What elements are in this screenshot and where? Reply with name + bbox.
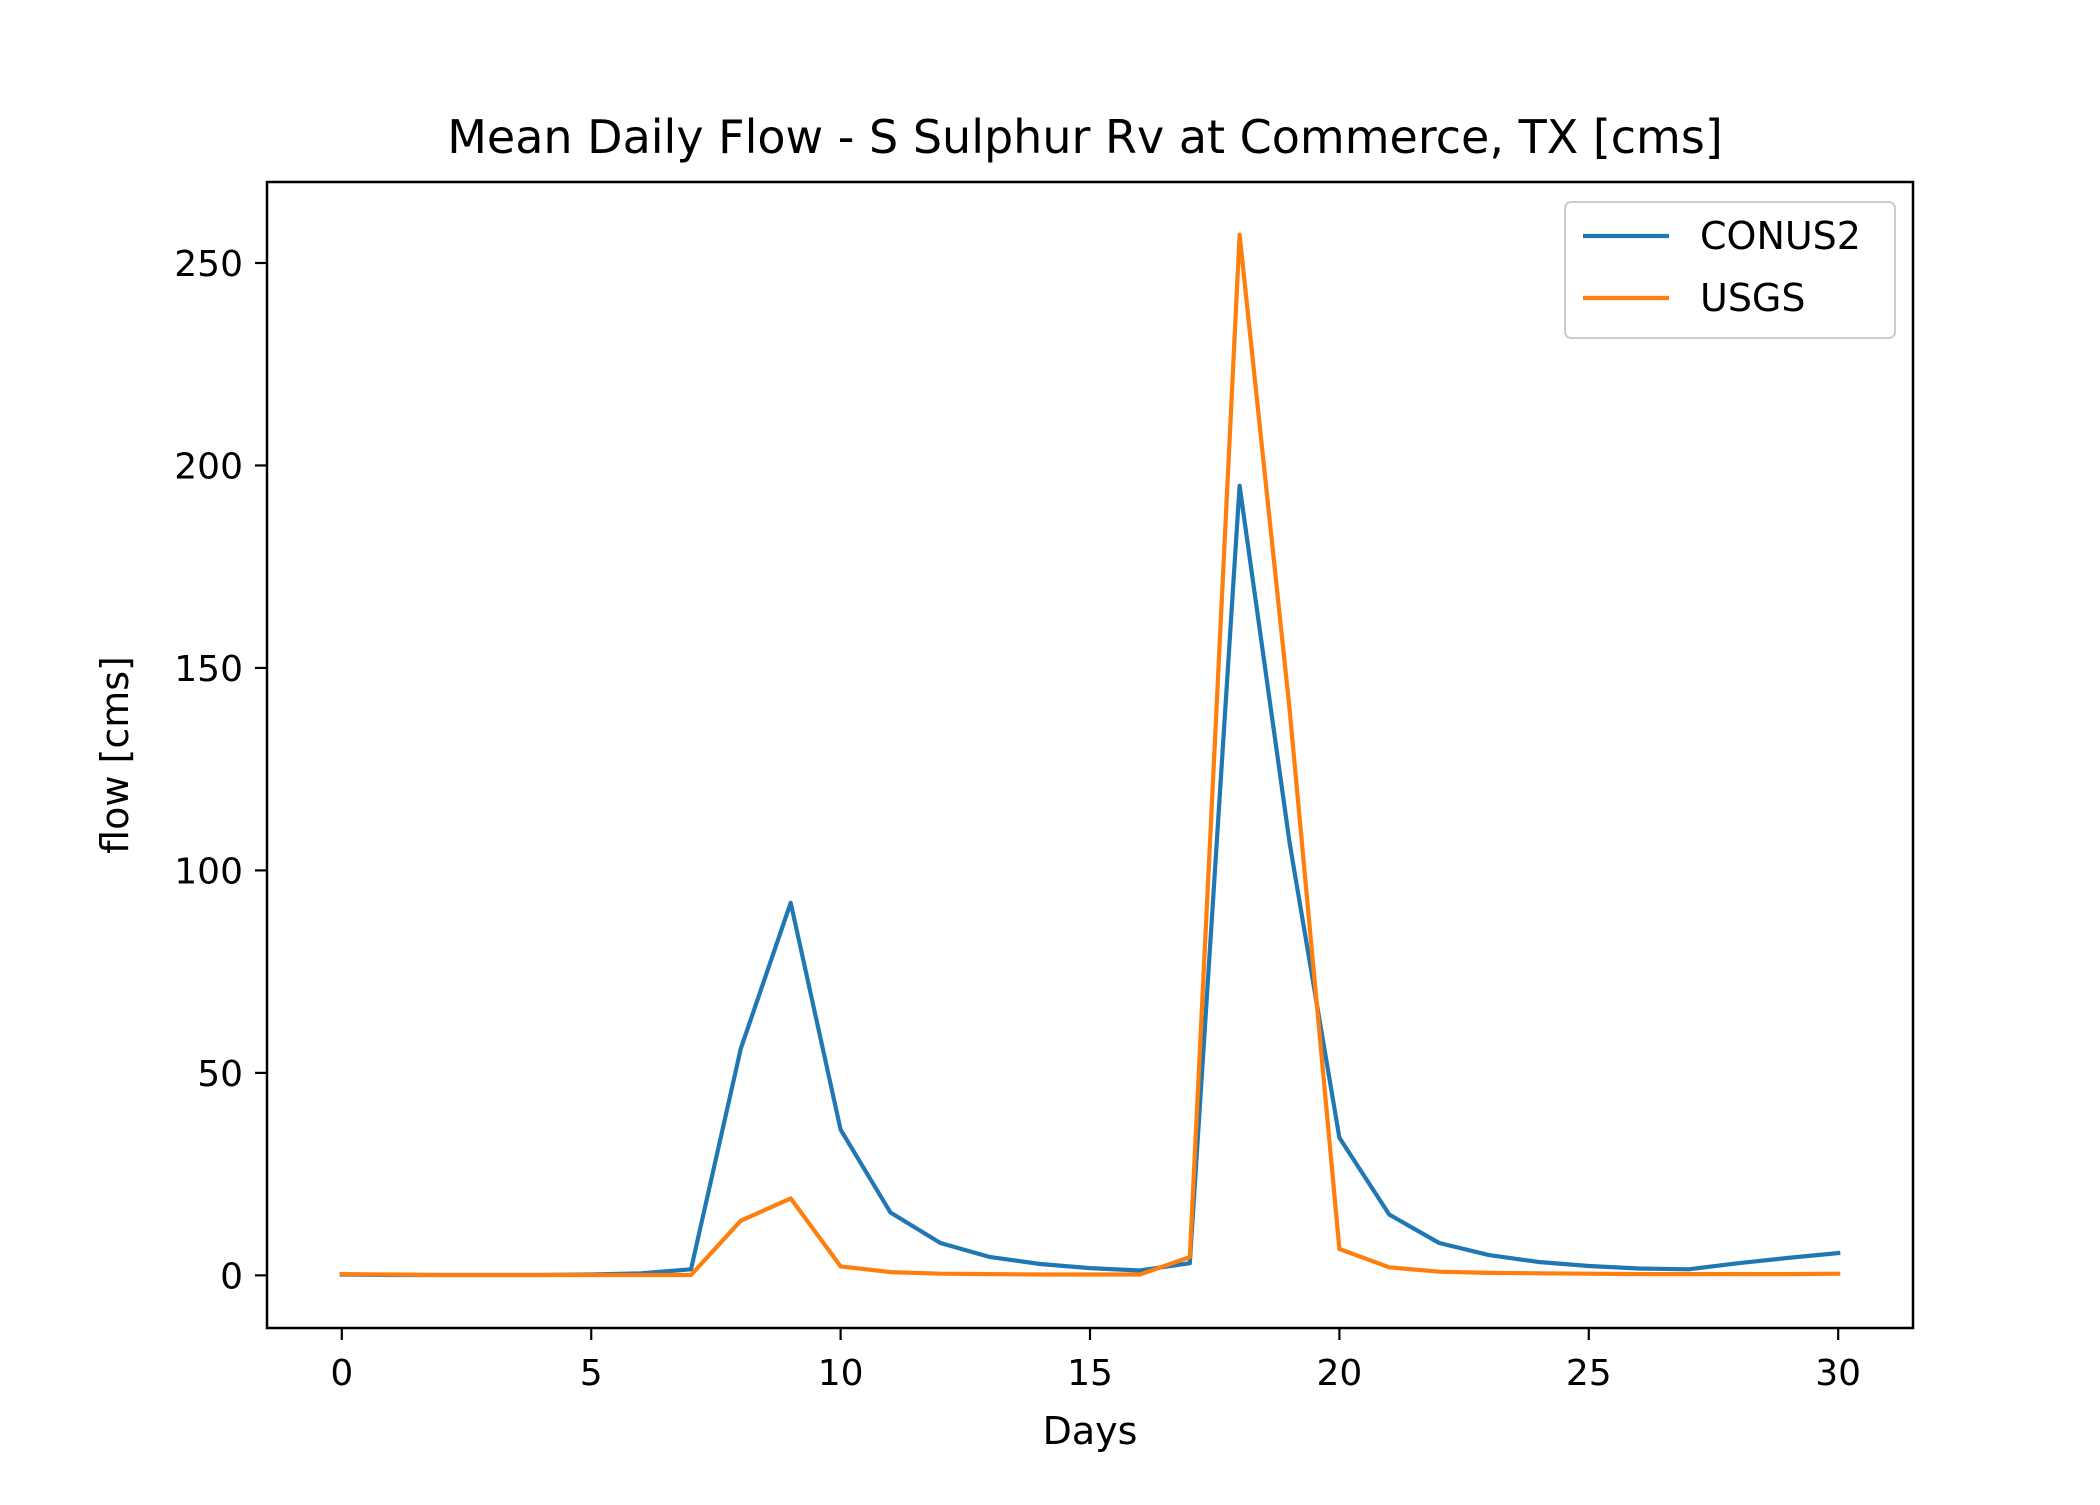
x-tick-label: 10	[818, 1353, 864, 1394]
y-tick-label: 200	[174, 446, 243, 487]
axis-ticks: 0 5 10 15 20 25 30 0 50 100 150 200 250	[174, 244, 1861, 1394]
legend: CONUS2 USGS	[1564, 201, 1896, 339]
x-tick-label: 0	[330, 1353, 353, 1394]
chart-title: Mean Daily Flow - S Sulphur Rv at Commer…	[447, 110, 1723, 164]
y-tick-label: 100	[174, 851, 243, 892]
x-axis-label: Days	[1043, 1409, 1138, 1453]
x-tick-label: 5	[580, 1353, 603, 1394]
y-tick-label: 150	[174, 649, 243, 690]
x-tick-label: 20	[1316, 1353, 1362, 1394]
y-tick-label: 0	[220, 1256, 243, 1297]
y-tick-label: 50	[197, 1054, 243, 1095]
y-axis-label: flow [cms]	[93, 656, 137, 854]
series-line-usgs	[339, 232, 1841, 1278]
y-tick-label: 250	[174, 244, 243, 285]
plot-area	[339, 232, 1841, 1278]
legend-label-conus2: CONUS2	[1700, 214, 1861, 258]
legend-label-usgs: USGS	[1700, 276, 1806, 320]
x-tick-label: 25	[1566, 1353, 1612, 1394]
x-tick-label: 15	[1067, 1353, 1113, 1394]
x-tick-label: 30	[1815, 1353, 1861, 1394]
